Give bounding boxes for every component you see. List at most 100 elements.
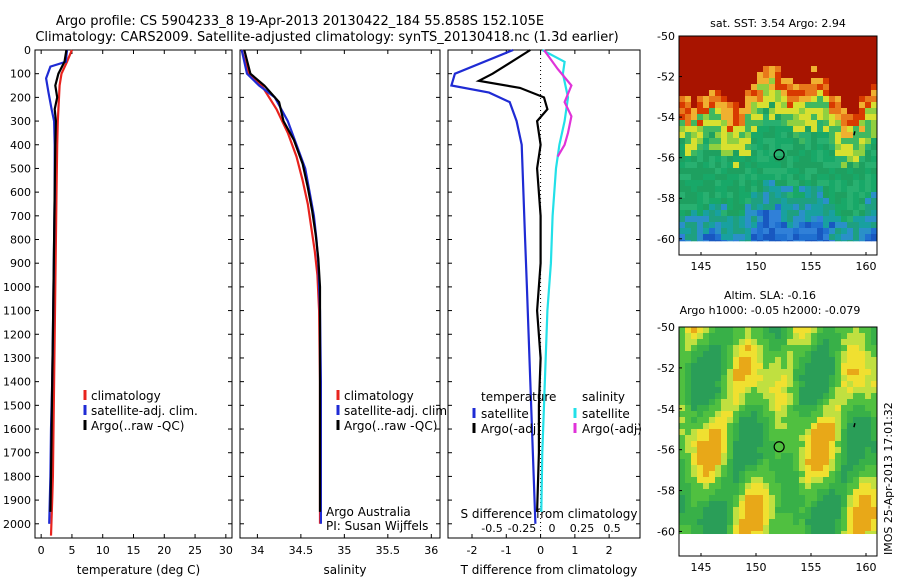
sla-cell	[871, 357, 878, 364]
sla-cell	[865, 369, 872, 376]
sla-cell	[679, 405, 686, 412]
sst-coast-mark	[853, 131, 856, 136]
sst-cell	[823, 114, 830, 121]
sst-cell	[709, 54, 716, 61]
sla-cell	[853, 423, 860, 430]
sst-cell	[805, 66, 812, 73]
sla-cell	[781, 501, 788, 508]
sla-cell	[859, 513, 866, 520]
sst-cell	[817, 234, 824, 241]
sla-cell	[703, 489, 710, 496]
difference-xtick-label: 1	[571, 544, 578, 557]
sst-cell	[775, 228, 782, 235]
sst-cell	[781, 138, 788, 145]
sla-cell	[793, 387, 800, 394]
sst-cell	[679, 54, 686, 61]
sla-cell	[823, 381, 830, 388]
sla-cell	[805, 387, 812, 394]
sla-cell	[691, 465, 698, 472]
sst-cell	[703, 174, 710, 181]
sst-cell	[709, 72, 716, 79]
sst-cell	[763, 48, 770, 55]
sla-cell	[739, 429, 746, 436]
sla-cell	[775, 519, 782, 526]
sst-cell	[823, 162, 830, 169]
sla-cell	[781, 417, 788, 424]
sla-cell	[751, 447, 758, 454]
sla-cell	[871, 339, 878, 346]
sst-cell	[793, 102, 800, 109]
sst-cell	[715, 180, 722, 187]
sla-cell	[769, 411, 776, 418]
sst-cell	[751, 90, 758, 97]
sst-cell	[757, 78, 764, 85]
sst-cell	[787, 126, 794, 133]
sst-cell	[823, 126, 830, 133]
sst-cell	[817, 114, 824, 121]
sst-cell	[871, 72, 878, 79]
sla-cell	[817, 339, 824, 346]
sla-cell	[703, 417, 710, 424]
sst-cell	[733, 78, 740, 85]
sst-cell	[685, 150, 692, 157]
sla-cell	[703, 411, 710, 418]
sla-cell	[703, 525, 710, 532]
sla-cell	[787, 405, 794, 412]
sst-cell	[697, 42, 704, 49]
sst-cell	[715, 192, 722, 199]
sla-cell	[871, 453, 878, 460]
sla-cell	[733, 459, 740, 466]
sst-cell	[733, 234, 740, 241]
sla-cell	[715, 375, 722, 382]
sst-cell	[871, 102, 878, 109]
sla-cell	[817, 357, 824, 364]
sla-cell	[703, 357, 710, 364]
sla-cell	[817, 471, 824, 478]
sst-cell	[793, 114, 800, 121]
sla-cell	[733, 495, 740, 502]
sst-cell	[835, 144, 842, 151]
sst-cell	[709, 216, 716, 223]
sla-cell	[835, 333, 842, 340]
temperature-xtick-label: 0	[38, 544, 45, 557]
sst-cell	[805, 96, 812, 103]
sla-cell	[697, 369, 704, 376]
sla-cell	[703, 483, 710, 490]
sla-cell	[751, 387, 758, 394]
sst-cell	[811, 90, 818, 97]
depth-tick-label: 400	[10, 139, 31, 152]
sla-cell	[697, 333, 704, 340]
sla-cell	[775, 429, 782, 436]
sst-cell	[703, 222, 710, 229]
sst-cell	[709, 138, 716, 145]
sla-cell	[781, 393, 788, 400]
sst-cell	[733, 156, 740, 163]
sst-cell	[859, 174, 866, 181]
sst-cell	[817, 84, 824, 91]
sst-cell	[733, 186, 740, 193]
sst-cell	[829, 174, 836, 181]
sst-cell	[847, 222, 854, 229]
sla-cell	[727, 357, 734, 364]
sst-cell	[769, 96, 776, 103]
sst-cell	[751, 150, 758, 157]
sla-cell	[763, 507, 770, 514]
sla-cell	[787, 513, 794, 520]
sst-cell	[853, 48, 860, 55]
sla-cell	[709, 453, 716, 460]
sla-cell	[709, 357, 716, 364]
sla-cell	[769, 477, 776, 484]
sst-cell	[865, 72, 872, 79]
sla-cell	[721, 339, 728, 346]
sla-cell	[847, 411, 854, 418]
sst-cell	[853, 90, 860, 97]
sst-cell	[853, 228, 860, 235]
sst-cell	[727, 54, 734, 61]
sla-cell	[757, 387, 764, 394]
sst-cell	[769, 198, 776, 205]
sst-cell	[685, 132, 692, 139]
sla-cell	[847, 507, 854, 514]
sst-cell	[709, 84, 716, 91]
sla-cell	[727, 471, 734, 478]
sla-cell	[865, 489, 872, 496]
